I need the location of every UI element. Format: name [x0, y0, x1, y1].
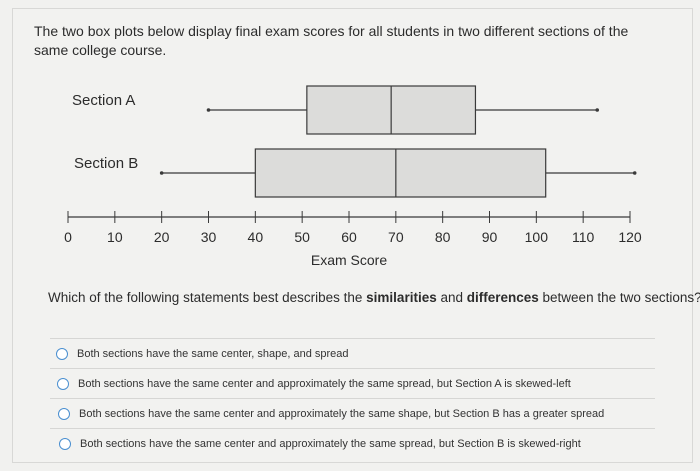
x-tick-label: 80	[435, 229, 451, 245]
x-tick-label: 100	[525, 229, 549, 245]
answer-option-1[interactable]: Both sections have the same center, shap…	[50, 338, 655, 368]
question-prefix: Which of the following statements best d…	[48, 290, 367, 305]
question-bold-similarities: similarities	[366, 290, 437, 305]
answer-option-2[interactable]: Both sections have the same center and a…	[50, 368, 655, 398]
x-tick-label: 40	[248, 229, 264, 245]
radio-button-icon[interactable]	[57, 377, 69, 390]
section-b-min-point	[159, 171, 164, 175]
answer-option-label: Both sections have the same center, shap…	[77, 347, 349, 360]
x-axis-label: Exam Score	[311, 252, 387, 268]
section-a-max-point	[595, 108, 600, 112]
section-a-label: Section A	[72, 92, 135, 109]
radio-button-icon[interactable]	[59, 437, 71, 450]
answer-option-3[interactable]: Both sections have the same center and a…	[50, 398, 655, 428]
answer-options: Both sections have the same center, shap…	[50, 338, 655, 458]
question-bold-differences: differences	[466, 290, 539, 305]
x-tick-label: 110	[572, 229, 595, 245]
section-b-max-point	[632, 171, 637, 175]
section-b-box	[254, 148, 547, 198]
question-panel	[12, 8, 693, 463]
section-a-min-point	[206, 108, 211, 112]
x-tick-label: 10	[107, 229, 123, 245]
question-mid: and	[436, 290, 467, 305]
x-tick-label: 90	[482, 229, 498, 245]
radio-button-icon[interactable]	[56, 347, 68, 360]
answer-option-label: Both sections have the same center and a…	[79, 407, 605, 420]
intro-text: The two box plots below display final ex…	[34, 23, 629, 58]
x-tick-label: 60	[341, 229, 357, 245]
answer-option-4[interactable]: Both sections have the same center and a…	[50, 428, 655, 458]
radio-button-icon[interactable]	[58, 407, 70, 420]
x-tick-label: 50	[294, 229, 310, 245]
x-tick-label: 70	[388, 229, 404, 245]
question-text: Which of the following statements best d…	[48, 290, 700, 305]
box-plot-chart: Section A Section B 0 10 20 30 40 50 60 70 80 90 100…	[64, 85, 642, 268]
x-tick-label: 20	[154, 229, 170, 245]
question-suffix: between the two sections?	[538, 290, 700, 305]
answer-option-label: Both sections have the same center and a…	[78, 377, 571, 390]
x-tick-label: 120	[618, 229, 642, 245]
x-tick-label: 30	[201, 229, 217, 245]
section-b-label: Section B	[74, 155, 138, 172]
x-tick-label: 0	[64, 229, 72, 245]
answer-option-label: Both sections have the same center and a…	[80, 437, 581, 450]
